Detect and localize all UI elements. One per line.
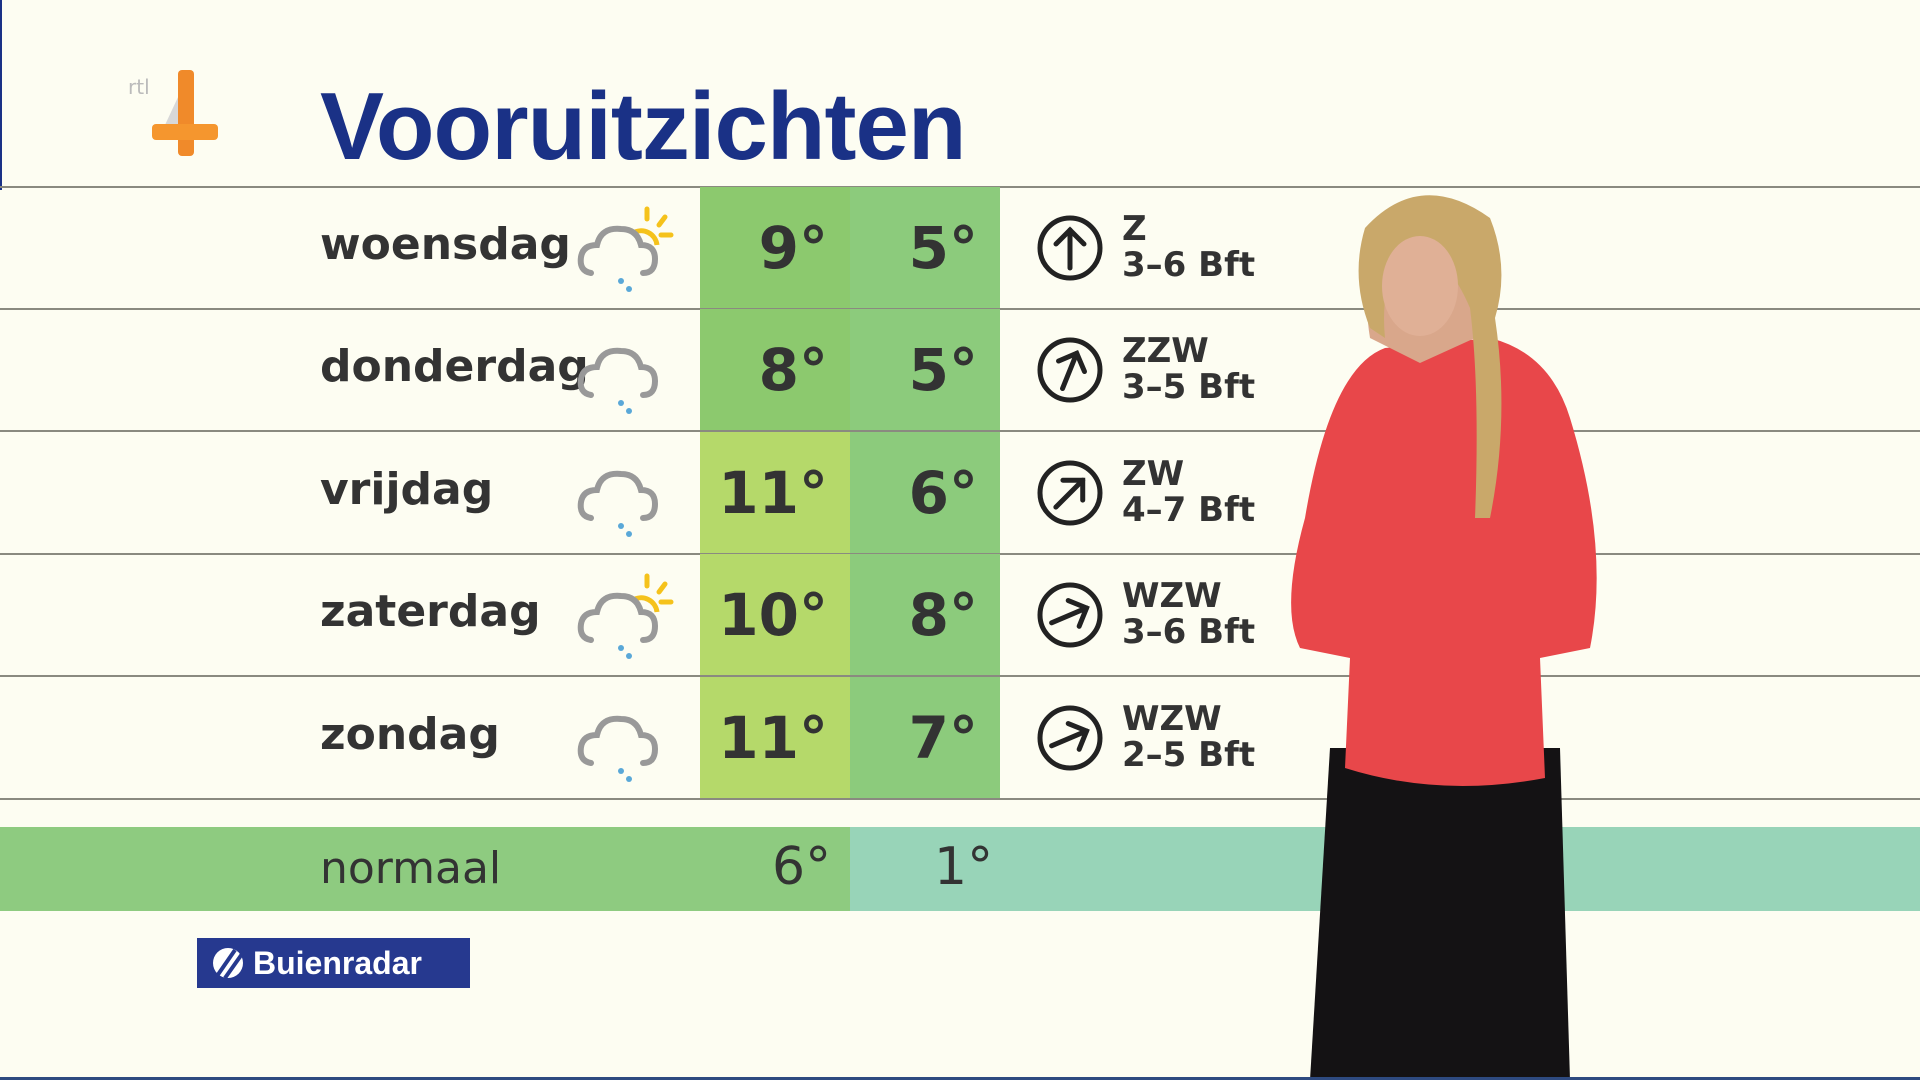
rtl4-logo: rtl xyxy=(128,70,218,156)
wind-force: 3–6 Bft xyxy=(1122,612,1256,653)
wind-force: 3–6 Bft xyxy=(1122,245,1256,285)
low-temp: 6° xyxy=(850,431,1000,554)
wind-arrow-icon xyxy=(1037,460,1103,526)
low-temp: 5° xyxy=(850,309,1000,432)
buienradar-logo: Buienradar xyxy=(197,938,470,988)
cloud-rain-icon xyxy=(577,715,659,782)
sun-cloud-rain-icon xyxy=(577,573,674,660)
wind-info: ZW 4–7 Bft xyxy=(1122,456,1255,528)
high-temp: 11° xyxy=(700,431,850,554)
wind-direction: Z xyxy=(1122,209,1147,249)
wind-force: 4–7 Bft xyxy=(1122,489,1256,530)
wind-direction: ZZW xyxy=(1122,331,1209,372)
buienradar-text: Buienradar xyxy=(253,945,422,981)
day-name: vrijdag xyxy=(320,463,494,515)
day-name: zaterdag xyxy=(320,586,541,638)
frame-edge xyxy=(0,0,2,190)
high-temp: 10° xyxy=(700,554,850,677)
divider xyxy=(0,430,1920,433)
wind-force: 3–5 Bft xyxy=(1122,367,1256,408)
forecast-row: woensdag 9° 5° Z 3–6 Bft xyxy=(0,187,1920,309)
high-temp: 8° xyxy=(700,309,850,432)
forecast-row: vrijdag 11° 6° ZW 4–7 Bft xyxy=(0,431,1920,554)
normal-label: normaal xyxy=(320,843,502,894)
wind-info: ZZW 3–5 Bft xyxy=(1122,333,1255,405)
sun-cloud-rain-icon xyxy=(577,206,674,292)
cloud-rain-icon xyxy=(577,470,659,537)
high-temp: 11° xyxy=(700,676,850,799)
svg-text:rtl: rtl xyxy=(128,75,150,99)
forecast-row: donderdag 8° 5° ZZW 3–5 Bft xyxy=(0,309,1920,432)
wind-direction: WZW xyxy=(1122,576,1222,617)
presenter xyxy=(1291,195,1597,1080)
wind-info: Z 3–6 Bft xyxy=(1122,211,1255,283)
divider xyxy=(0,797,1920,800)
page-title: Vooruitzichten xyxy=(320,73,967,180)
wind-arrow-icon xyxy=(1037,582,1103,648)
wind-direction: WZW xyxy=(1122,698,1222,739)
low-temp: 8° xyxy=(850,554,1000,677)
low-temp: 5° xyxy=(850,187,1000,309)
day-name: zondag xyxy=(320,708,500,760)
normal-row: normaal 6° 1° xyxy=(0,827,1920,911)
wind-info: WZW 2–5 Bft xyxy=(1122,701,1255,773)
forecast-row: zaterdag 10° 8° WZW 3–6 Bft xyxy=(0,554,1920,677)
cloud-rain-icon xyxy=(577,348,659,415)
forecast-row: zondag 11° 7° WZW 2–5 Bft xyxy=(0,676,1920,799)
low-temp: 7° xyxy=(850,676,1000,799)
divider xyxy=(0,675,1920,678)
wind-arrow-icon xyxy=(1037,337,1103,403)
wind-info: WZW 3–6 Bft xyxy=(1122,578,1255,650)
wind-direction: ZW xyxy=(1122,453,1185,494)
divider xyxy=(0,552,1920,555)
day-name: woensdag xyxy=(320,219,571,270)
bottom-border xyxy=(0,1077,1920,1080)
normal-low: 1° xyxy=(934,837,994,897)
divider xyxy=(0,308,1920,310)
normal-high: 6° xyxy=(772,837,832,897)
day-name: donderdag xyxy=(320,341,589,393)
wind-force: 2–5 Bft xyxy=(1122,734,1256,775)
high-temp: 9° xyxy=(700,187,850,309)
normal-high-band xyxy=(0,827,850,911)
buienradar-icon xyxy=(213,948,244,980)
wind-arrow-icon xyxy=(1037,705,1103,771)
wind-arrow-icon xyxy=(1037,215,1103,281)
